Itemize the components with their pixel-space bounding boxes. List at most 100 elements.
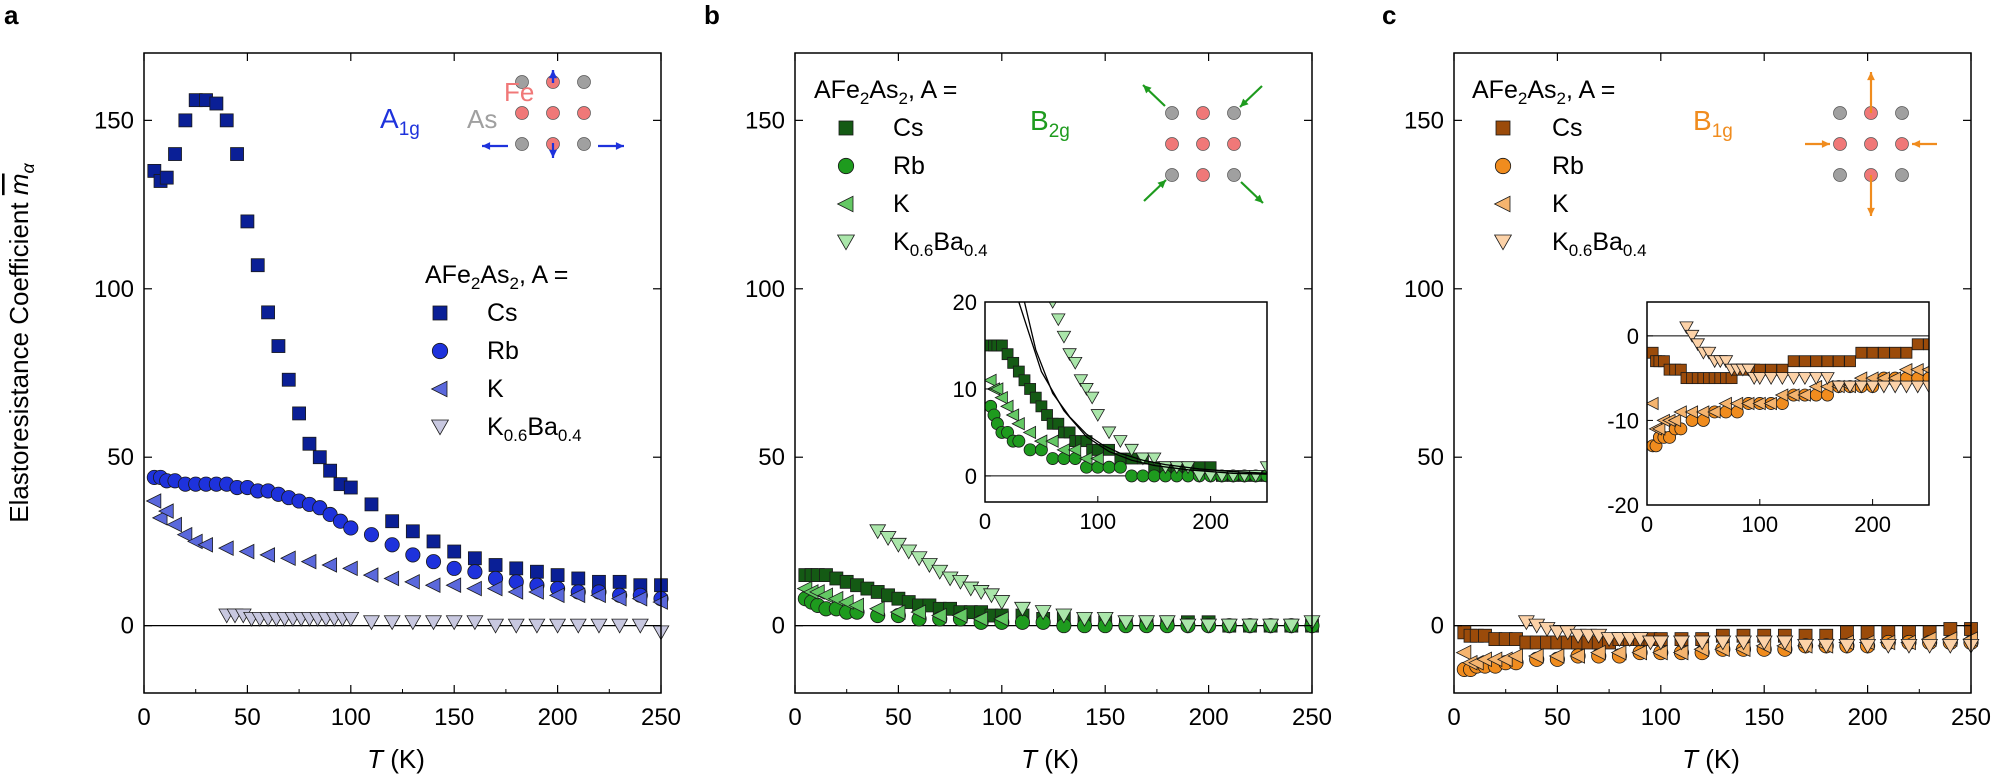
data-point xyxy=(343,480,358,495)
inset-data-point xyxy=(1124,443,1139,457)
panel-label-c: c xyxy=(1382,0,1396,30)
data-point xyxy=(364,497,379,512)
as-atom xyxy=(577,75,591,89)
data-point xyxy=(612,574,627,589)
inset-data-point xyxy=(1090,451,1104,466)
inset-data-point xyxy=(1763,396,1777,411)
legend-marker xyxy=(836,234,856,251)
inset-data-point xyxy=(1855,346,1868,359)
data-point xyxy=(569,587,586,604)
legend-marker xyxy=(838,120,854,136)
inset-data-point xyxy=(1647,396,1659,411)
x-tick-label: 100 xyxy=(1641,704,1681,731)
inset-data-point xyxy=(1707,405,1721,419)
inset-data-point xyxy=(1113,460,1127,474)
as-atom xyxy=(515,137,529,151)
x-tick-label: 50 xyxy=(885,704,912,731)
inset-data-point xyxy=(1022,425,1037,440)
data-point xyxy=(1600,632,1618,648)
data-point xyxy=(611,618,629,634)
data-point xyxy=(425,554,442,570)
data-point xyxy=(383,570,400,587)
legend-marker xyxy=(431,342,449,360)
inset-data-point xyxy=(1056,330,1072,344)
panel-a: 0 50 100 150 200 250 0 50 100 150 A1g AFe2As2, A = C… xyxy=(94,52,681,731)
inset-data-point xyxy=(1259,461,1267,475)
inset-data-point xyxy=(1040,279,1053,291)
x-tick-label: 200 xyxy=(1848,704,1888,731)
data-point xyxy=(528,618,546,634)
data-point xyxy=(230,147,244,161)
data-point xyxy=(362,615,380,631)
inset-data-point xyxy=(1763,372,1779,385)
y-tick-label: 50 xyxy=(107,444,134,471)
data-point xyxy=(1569,628,1587,644)
inset-data-point xyxy=(1854,380,1869,394)
data-point xyxy=(507,618,525,634)
panel-label-a: a xyxy=(4,0,19,30)
inset-x-tick-label: 0 xyxy=(1641,512,1653,537)
inset-x-tick-label: 200 xyxy=(1192,509,1229,534)
data-point xyxy=(1117,615,1135,631)
data-point xyxy=(993,611,1009,627)
x-tick-label: 100 xyxy=(331,704,371,731)
x-tick-label: 150 xyxy=(434,704,474,731)
arrow-head xyxy=(1157,180,1166,189)
inset: 0 100 200 0 -10 -20 xyxy=(1607,301,1930,537)
data-point xyxy=(993,595,1011,611)
as-label: As xyxy=(467,104,497,134)
y-axis-label: Elastoresistance Coefficient mα xyxy=(4,163,38,523)
data-point xyxy=(488,558,503,572)
data-point xyxy=(889,604,906,620)
legend-label: K0.6Ba0.4 xyxy=(1552,228,1647,260)
inset-data-point xyxy=(994,390,1008,405)
data-point xyxy=(425,615,443,631)
data-point xyxy=(1569,648,1585,664)
data-point xyxy=(1859,638,1877,654)
data-point xyxy=(1579,628,1597,644)
data-point xyxy=(1055,608,1073,624)
lattice-schematic-c xyxy=(1805,72,1937,216)
data-point xyxy=(1548,625,1566,641)
legend-label: Cs xyxy=(487,299,518,327)
y-tick-label: 150 xyxy=(94,107,134,134)
data-point xyxy=(1282,618,1300,634)
data-point xyxy=(405,547,421,563)
inset-data-point xyxy=(1062,348,1077,362)
data-point xyxy=(197,536,213,553)
data-point xyxy=(1641,635,1659,651)
data-point xyxy=(343,520,359,536)
inset-data-point xyxy=(1820,372,1835,385)
x-tick-label: 0 xyxy=(1447,704,1460,731)
data-point xyxy=(292,406,307,421)
data-point xyxy=(250,258,265,273)
data-point xyxy=(550,568,565,583)
data-point xyxy=(1735,635,1753,651)
legend-label: K0.6Ba0.4 xyxy=(893,228,988,260)
legend-label: Rb xyxy=(487,337,519,365)
legend-marker xyxy=(430,419,450,436)
x-tick-label: 100 xyxy=(982,704,1022,731)
legend-marker xyxy=(432,305,448,321)
x-axis-label-a: T (K) xyxy=(367,744,425,774)
data-point xyxy=(1621,632,1639,648)
data-point xyxy=(1179,618,1197,634)
data-point xyxy=(176,526,193,543)
inset-x-tick-label: 0 xyxy=(979,509,991,534)
data-point xyxy=(240,214,255,229)
panel-c: 0 50 100 150 200 250 0 50 100 150 B1g AFe2As2, A = C… xyxy=(1404,52,1991,731)
inset-y-tick-label: 0 xyxy=(1627,324,1639,349)
inset-data-point xyxy=(1775,372,1790,385)
inset-data-point xyxy=(1101,426,1117,440)
data-point xyxy=(1797,638,1815,654)
data-point xyxy=(404,574,420,590)
fe-atom xyxy=(1196,106,1210,120)
x-tick-label: 250 xyxy=(641,704,681,731)
data-point xyxy=(487,618,505,634)
data-point xyxy=(424,577,441,594)
data-point xyxy=(569,618,587,634)
inset-data-point xyxy=(1832,355,1845,368)
data-point xyxy=(271,339,286,353)
y-tick-label: 0 xyxy=(1431,613,1444,640)
inset-data-point xyxy=(1842,380,1858,394)
